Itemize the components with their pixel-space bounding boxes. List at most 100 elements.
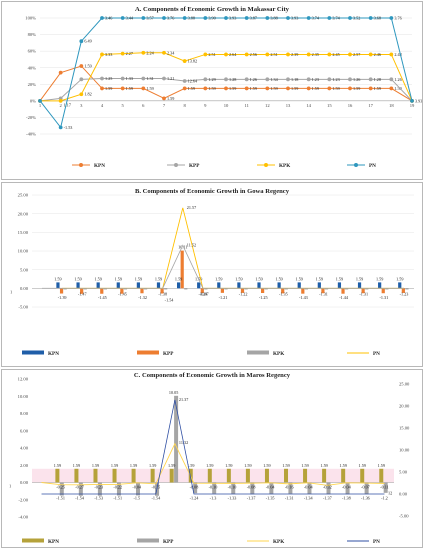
data-point-kpn (120, 86, 125, 91)
data-point-pn (38, 98, 42, 103)
data-label: -1.54 (75, 495, 85, 500)
series-line-kpk (41, 442, 385, 486)
data-label: 1.59 (359, 463, 366, 468)
data-point-kpp (182, 79, 187, 83)
bar-kpn (303, 468, 308, 483)
data-label: 2.64 (229, 52, 237, 57)
data-label: 1.28 (374, 77, 381, 82)
y-tick-label-left: 2.00 (20, 463, 29, 468)
data-label: 2.46 (374, 52, 381, 57)
data-label: -0.27 (75, 485, 84, 490)
data-label: 3.68 (374, 16, 381, 21)
chart-title: B. Components of Economic Growth in Gowa… (135, 188, 290, 195)
data-point-pn (58, 125, 63, 130)
data-label: 1.59 (130, 463, 137, 468)
data-label: -0.08 (190, 485, 199, 490)
data-label: 11.32 (179, 440, 188, 445)
data-label: -0.04 (132, 485, 142, 490)
data-label: 1.18 (291, 77, 298, 82)
data-point-kpn (224, 86, 228, 91)
data-label: 1.59 (225, 463, 232, 468)
data-label: -1.53 (94, 495, 103, 500)
bar-kpp (231, 482, 236, 494)
data-label: -0.15 (151, 485, 160, 490)
data-label: -0.22 (113, 485, 122, 490)
data-label: 12 (388, 491, 392, 496)
legend-swatch-kpn (22, 350, 44, 355)
bar-kpp (321, 288, 325, 294)
bar-kpk (304, 288, 309, 290)
data-label: -0.04 (342, 485, 352, 490)
bar-kpn (176, 282, 181, 289)
bar-kpp (261, 288, 265, 293)
data-label: 3.93 (415, 98, 422, 103)
data-label: 1.59 (105, 86, 112, 91)
bar-kpk (83, 288, 87, 290)
bar-kpp (401, 288, 405, 293)
data-label: 3.76 (394, 16, 401, 21)
data-point-kpk (306, 52, 311, 57)
data-point-kpk (58, 98, 63, 103)
data-point-kpp (286, 77, 290, 82)
data-point-pn (244, 16, 249, 20)
series-line-kpn (39, 65, 413, 102)
data-label: -1.51 (56, 495, 65, 500)
x-tick-label: 12 (265, 103, 270, 108)
bar-kpk (123, 288, 128, 290)
data-label: 2.51 (270, 52, 277, 57)
data-label: 1.59 (155, 276, 162, 281)
y-tick-label-right: 15.00 (399, 426, 410, 431)
bar-kpn (378, 282, 382, 289)
y-tick-label: -20% (26, 115, 36, 120)
chart-panel-maros: C. Components of Economic Growth in Maro… (1, 369, 423, 548)
data-point-pn (286, 16, 290, 20)
data-label: -1.36 (361, 495, 370, 500)
data-label: -1.31 (359, 291, 368, 296)
y-tick-label-left: -2.00 (18, 497, 28, 502)
data-point-kpk (141, 50, 146, 55)
data-point-kpk (203, 52, 208, 57)
data-label: 1.59 (208, 86, 215, 91)
data-label: 1.59 (126, 86, 133, 91)
data-label: 3.88 (270, 16, 277, 21)
bar-kpk (264, 288, 268, 290)
data-point-kpp (244, 77, 249, 82)
data-label: 3.90 (208, 16, 215, 21)
bar-kpp (364, 482, 369, 495)
data-label: 1.26 (394, 77, 401, 82)
data-label: 3.93 (291, 16, 298, 21)
x-tick-label: 1 (39, 103, 42, 108)
data-label: 3.33 (105, 52, 112, 57)
data-label: 1.59 (146, 86, 153, 91)
data-point-kpk (162, 50, 166, 55)
bar-kpn (317, 282, 321, 289)
bar-kpp (326, 482, 331, 495)
data-point-pn (120, 16, 125, 20)
data-label: 1.28 (229, 77, 236, 82)
data-label: -1.45 (118, 291, 127, 296)
x-tick-label: 11 (244, 103, 249, 108)
data-point-pn (162, 16, 166, 20)
y-tick-label-right: -5.00 (399, 514, 409, 519)
data-point-kpn (306, 86, 311, 91)
bar-kpk (284, 288, 288, 290)
data-label: 1.59 (244, 463, 251, 468)
data-point-pn (306, 16, 311, 20)
legend-marker (264, 163, 268, 167)
data-label: -1.24 (199, 291, 209, 296)
y-tick-label-right: 5.00 (399, 470, 408, 475)
data-label: -1.25 (259, 295, 268, 300)
bar-kpk (184, 288, 188, 290)
legend-swatch-kpn (22, 538, 44, 543)
x-tick-label: 9 (204, 103, 207, 108)
x-tick-label: 3 (80, 103, 83, 108)
bar-kpn (93, 468, 98, 483)
data-label: 1.59 (235, 276, 242, 281)
y-tick-label: 20% (28, 82, 37, 87)
data-point-kpp (348, 77, 352, 82)
data-label: 2.27 (126, 51, 133, 56)
bar-kpp (281, 288, 285, 294)
data-point-pn (348, 16, 352, 20)
bar-kpn (150, 468, 155, 483)
x-tick-label: 4 (101, 103, 104, 108)
